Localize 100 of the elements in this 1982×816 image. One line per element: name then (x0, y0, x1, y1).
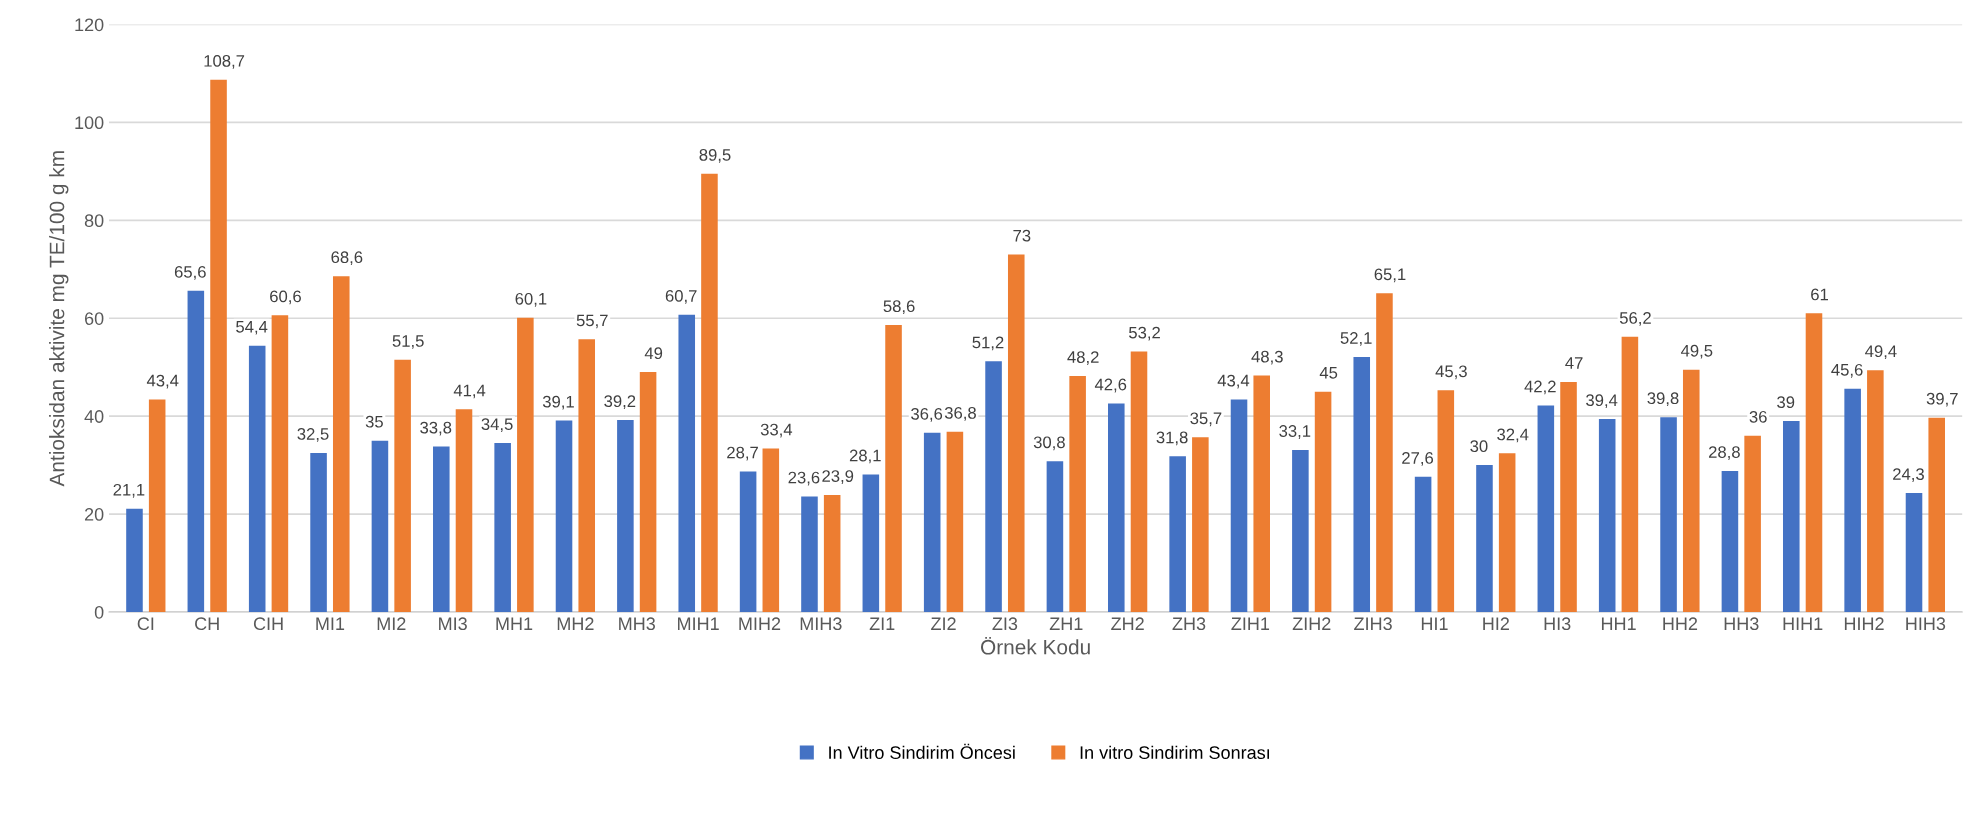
bar (1783, 421, 1800, 612)
bar (923, 432, 941, 612)
bar (1130, 351, 1148, 612)
data-label: 51,2 (972, 336, 1004, 351)
data-label: 108,7 (204, 54, 245, 69)
data-label: 68,6 (331, 251, 363, 266)
data-label: 28,1 (849, 449, 881, 464)
y-tick-label: 40 (84, 410, 104, 423)
legend-label: In Vitro Sindirim Öncesi (829, 743, 1015, 760)
bar (1007, 254, 1025, 612)
data-label: 73 (1013, 229, 1031, 242)
x-tick-label: ZH3 (1172, 617, 1206, 631)
x-tick-label: HIH1 (1783, 617, 1823, 630)
y-axis-title: Antioksidan aktivite mg TE/100 g km (49, 151, 69, 487)
data-label: 39,1 (542, 395, 574, 410)
data-label: 47 (1565, 357, 1583, 369)
x-tick-label: MI3 (439, 617, 467, 631)
bar (1744, 435, 1761, 612)
x-tick-label: HIH2 (1844, 617, 1884, 630)
bar (885, 325, 902, 612)
bar (1253, 375, 1270, 612)
data-label: 30 (1470, 440, 1488, 453)
data-label: 49,4 (1865, 345, 1897, 360)
bar (148, 399, 166, 612)
bar (1192, 437, 1209, 612)
bar (310, 452, 327, 612)
data-label: 39,2 (604, 395, 636, 410)
data-label: 45,6 (1831, 363, 1863, 378)
data-label: 35 (365, 415, 383, 428)
data-label: 60,6 (270, 290, 301, 305)
bar (1476, 465, 1493, 612)
bar (1621, 336, 1639, 612)
bar (1928, 417, 1945, 612)
data-label: 42,2 (1524, 380, 1556, 395)
bar (433, 446, 450, 612)
bar (762, 448, 780, 612)
data-label: 33,4 (760, 423, 793, 438)
data-label: 28,8 (1708, 446, 1740, 460)
data-label: 65,6 (174, 266, 206, 280)
bar (739, 471, 757, 612)
bar (1108, 403, 1125, 612)
x-tick-label: MIH2 (739, 617, 781, 630)
bar (1660, 417, 1677, 612)
bar (1046, 461, 1064, 612)
x-tick-label: MH2 (557, 617, 594, 630)
data-label: 28,7 (727, 446, 758, 461)
x-tick-label: MIH1 (678, 617, 719, 630)
bar (823, 494, 841, 612)
bar (701, 173, 718, 612)
x-tick-label: MH1 (496, 617, 533, 630)
x-tick-label: ZIH2 (1292, 617, 1331, 630)
bar (371, 440, 389, 612)
data-label: 36 (1749, 410, 1767, 423)
x-tick-label: HH2 (1663, 617, 1698, 630)
y-tick-label: 20 (84, 508, 104, 521)
x-tick-label: HI1 (1421, 617, 1448, 630)
bar (862, 474, 880, 612)
data-label: 61 (1811, 288, 1828, 301)
bar (555, 420, 573, 612)
data-label: 33,8 (420, 421, 452, 436)
bar (187, 290, 205, 612)
y-tick-label: 80 (84, 214, 104, 228)
data-label: 35,7 (1190, 412, 1222, 427)
bar (248, 345, 266, 612)
x-tick-label: HH1 (1601, 617, 1636, 630)
bar (1169, 456, 1186, 612)
data-label: 24,3 (1893, 468, 1924, 482)
bar (332, 276, 350, 612)
x-tick-label: MI1 (316, 617, 345, 630)
data-label: 41,4 (453, 384, 486, 399)
data-label: 27,6 (1402, 452, 1434, 466)
data-label: 65,1 (1374, 268, 1406, 283)
x-tick-label: ZI1 (869, 617, 895, 630)
data-label: 89,5 (699, 148, 731, 163)
data-label: 32,5 (297, 428, 329, 442)
x-tick-label: ZI3 (992, 617, 1018, 631)
data-label: 49,5 (1680, 344, 1713, 359)
data-label: 53,2 (1129, 326, 1160, 341)
data-label: 43,4 (1217, 374, 1250, 389)
data-label: 34,5 (481, 418, 513, 433)
y-tick-label: 100 (75, 116, 104, 130)
x-tick-label: ZI2 (931, 617, 956, 630)
bar (1314, 391, 1332, 612)
y-tick-label: 60 (84, 312, 104, 325)
data-label: 39,4 (1586, 394, 1618, 409)
x-tick-label: MI2 (377, 617, 406, 630)
x-tick-label: ZH1 (1049, 617, 1083, 630)
y-tick-label: 120 (75, 18, 104, 32)
data-label: 60,1 (515, 292, 547, 307)
bar (494, 443, 511, 612)
bar (210, 79, 227, 612)
bar (1353, 356, 1371, 612)
bar (985, 361, 1002, 612)
data-label: 32,4 (1497, 428, 1529, 443)
x-tick-label: CH (195, 617, 219, 631)
legend-label: In vitro Sindirim Sonrası (1080, 745, 1270, 760)
data-label: 30,8 (1033, 436, 1065, 451)
bar (126, 508, 143, 612)
bar (455, 409, 473, 612)
x-axis-title: Örnek Kodu (981, 636, 1090, 655)
